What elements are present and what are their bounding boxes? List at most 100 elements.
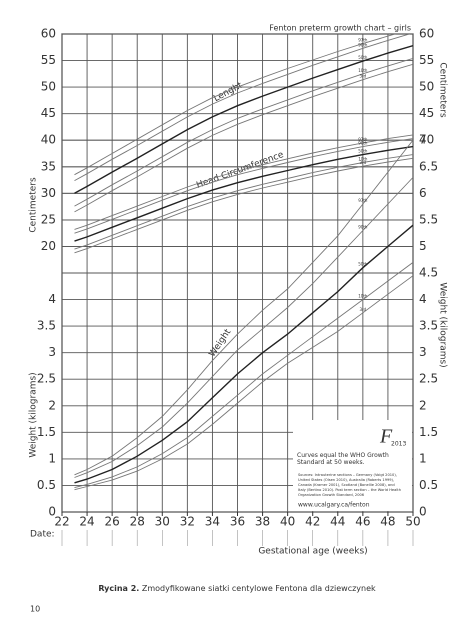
grid: [61, 33, 414, 513]
note-headline-box: Curves equal the WHO Growth Standard at …: [297, 452, 389, 466]
y-tick-label: 7: [419, 133, 427, 147]
x-tick-label: 50: [405, 515, 420, 529]
percentile-line: [74, 134, 413, 230]
y-tick-label: 4.5: [419, 266, 438, 280]
x-tick-label: 22: [54, 515, 69, 529]
percentile-line: [74, 177, 413, 478]
y-tick-label: 50: [41, 80, 56, 94]
caption-label: Rycina 2.: [98, 584, 139, 593]
y-tick-label: 2: [48, 398, 56, 412]
note-source: United States (Olsen 2010), Australia (R…: [298, 478, 394, 482]
y-tick-label: 45: [419, 106, 434, 120]
percentile-line: [74, 145, 413, 242]
y-tick-label: 3: [419, 345, 427, 359]
y-tick-label: 0: [419, 505, 427, 519]
y-tick-label: 3.5: [419, 319, 438, 333]
y-tick-label: 55: [41, 53, 56, 67]
y-tick-label: 6: [419, 186, 427, 200]
y-tick-label: 35: [41, 159, 56, 173]
percentile-label: 90th: [358, 141, 368, 146]
x-tick-label: 34: [205, 515, 220, 529]
date-label: Date:: [30, 530, 55, 540]
x-tick-label: 38: [255, 515, 270, 529]
note-url: www.ucalgary.ca/fenton: [298, 502, 370, 509]
y-tick-label: 5.5: [419, 212, 438, 226]
y-tick-label: 1.5: [419, 425, 438, 439]
y-tick-label: 20: [41, 239, 56, 253]
y-tick-label: 1.5: [37, 425, 56, 439]
x-tick-label: 28: [130, 515, 145, 529]
x-tick-label: 36: [230, 515, 245, 529]
x-tick-label: 32: [180, 515, 195, 529]
percentile-line: [74, 224, 413, 484]
percentile-label: 3rd: [360, 74, 367, 79]
y-tick-label: 0: [48, 505, 56, 519]
y2-axis-label: Weight (kilograms): [29, 372, 39, 457]
y-tick-label: 3.5: [37, 319, 56, 333]
y-tick-label: 6.5: [419, 159, 438, 173]
percentile-label: 90th: [358, 225, 368, 230]
y-tick-label: 25: [41, 212, 56, 226]
y-tick-label: 50: [419, 80, 434, 94]
note-headline: Curves equal the WHO Growth Standard at …: [297, 452, 389, 466]
y-tick-label: 55: [419, 53, 434, 67]
percentile-label: 97th: [358, 38, 368, 43]
y-tick-label: 45: [41, 106, 56, 120]
percentile-line: [74, 154, 413, 250]
y-axis-label: Centimeters: [29, 177, 39, 233]
percentile-line: [74, 139, 413, 476]
x-tick-label: 26: [105, 515, 120, 529]
percentile-line: [74, 138, 413, 234]
curves: 97th90th50th10th3rd97th90th50th10th3rd97…: [74, 34, 413, 491]
percentile-label: 10th: [358, 294, 368, 299]
chart-title: Fenton preterm growth chart – girls: [269, 24, 411, 33]
percentile-label: 50th: [358, 262, 368, 267]
x-tick-label: 40: [280, 515, 295, 529]
percentile-line: [74, 262, 413, 489]
y-tick-label: 2.5: [419, 372, 438, 386]
caption-text: Zmodyfikowane siatki centylowe Fentona d…: [139, 584, 376, 593]
note-source: Canada (Kramer 2001), Scotland (Bonellie…: [298, 483, 395, 487]
y-tick-label: 30: [41, 186, 56, 200]
note-background: [293, 420, 412, 511]
percentile-label: 3rd: [360, 307, 367, 312]
right-y-axis-label: Centimeters: [438, 62, 448, 118]
x-tick-label: 48: [380, 515, 395, 529]
percentile-line: [74, 57, 413, 207]
right-y2-axis-label: Weight (kilograms): [438, 282, 448, 367]
y-tick-label: 60: [419, 27, 434, 41]
y-tick-label: 0.5: [37, 478, 56, 492]
percentile-line: [74, 45, 413, 194]
y-tick-label: 0.5: [419, 478, 438, 492]
x-axis-label: Gestational age (weeks): [258, 547, 367, 557]
note-source: Italy (Bertino 2010). Post term section …: [298, 488, 401, 492]
date-row: [61, 530, 414, 546]
y-tick-label: 1: [419, 451, 427, 465]
y-tick-label: 40: [419, 133, 434, 147]
caption: Rycina 2. Zmodyfikowane siatki centylowe…: [98, 584, 376, 593]
page-number: 10: [30, 605, 40, 614]
percentile-label: 50th: [358, 55, 368, 60]
note-box: F 2013 Curves equal the WHO Growth Stand…: [293, 420, 412, 511]
percentile-line: [74, 157, 413, 254]
percentile-label: 90th: [358, 42, 368, 47]
percentile-label: 97th: [358, 198, 368, 203]
percentile-label: 97th: [358, 137, 368, 142]
x-tick-label: 46: [355, 515, 370, 529]
y-tick-label: 4: [419, 292, 427, 306]
x-tick-label: 44: [330, 515, 345, 529]
y-tick-label: 40: [41, 133, 56, 147]
percentile-line: [74, 63, 413, 213]
note-source: Organization Growth Standard, 2006: [298, 493, 365, 497]
x-tick-label: 30: [155, 515, 170, 529]
percentile-label: 3rd: [360, 160, 367, 165]
x-tick-label: 24: [79, 515, 94, 529]
logo: F: [379, 426, 393, 448]
y-tick-label: 5: [419, 239, 427, 253]
percentile-line: [74, 34, 397, 176]
y-tick-label: 2: [419, 398, 427, 412]
percentile-label: 10th: [358, 68, 368, 73]
note-source: Sources: Intrauterine sections – Germany…: [298, 473, 397, 477]
y-tick-label: 2.5: [37, 372, 56, 386]
